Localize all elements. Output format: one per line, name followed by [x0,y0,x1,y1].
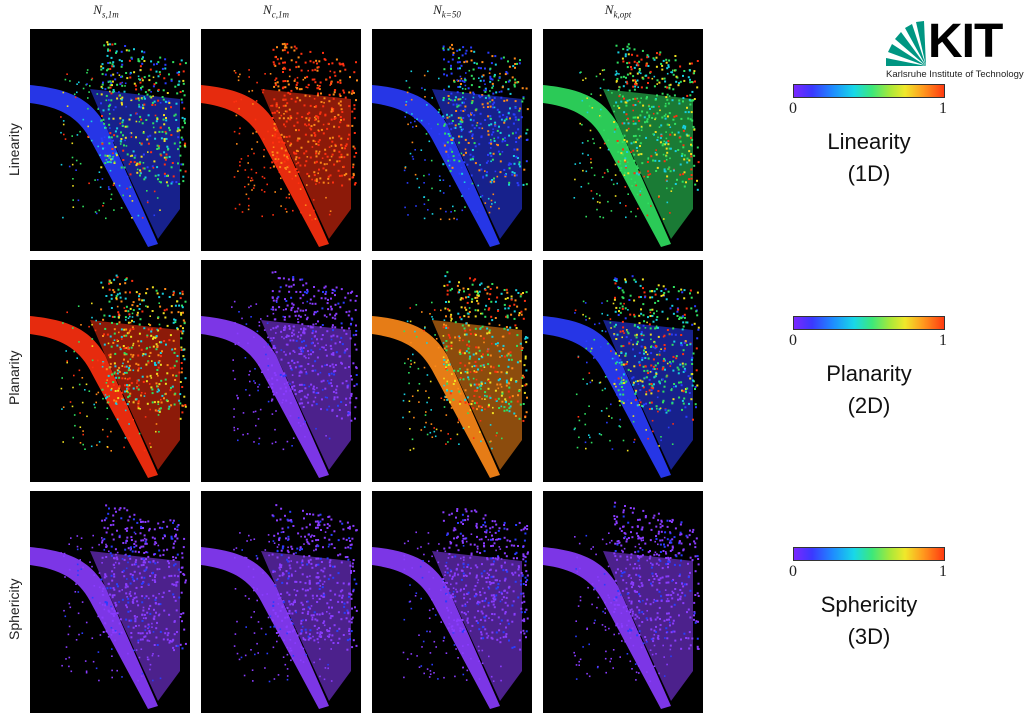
legend-dim: (1D) [847,161,891,186]
row-label-sphericity: Sphericity [6,578,22,640]
legend-title: Planarity [826,361,912,386]
column-header-1: Ns,1m [93,2,119,20]
point-cloud-panel [543,29,703,251]
point-cloud-panel [372,29,532,251]
colorbar-max: 1 [939,100,947,117]
legend-title: Linearity [827,129,911,154]
point-cloud-panel [201,29,361,251]
colorbar-min: 0 [789,100,797,117]
point-cloud-panel [543,260,703,482]
colorbar-max: 1 [939,563,947,580]
row-label-linearity: Linearity [6,123,22,176]
kit-logo: KIT Karlsruhe Institute of Technology [884,14,1024,82]
point-cloud-panel [30,260,190,482]
colorbar [793,547,945,561]
kit-fan-icon [886,21,926,66]
legend-title: Sphericity [820,592,918,617]
column-header-4: Nk,opt [604,2,632,20]
colorbar [793,84,945,98]
legend-dim: (3D) [847,624,891,649]
colorbar-min: 0 [789,563,797,580]
point-cloud-panel [372,491,532,713]
point-cloud-panel [543,491,703,713]
colorbar-max: 1 [939,332,947,349]
colorbar-min: 0 [789,332,797,349]
row-label-planarity: Planarity [6,350,22,405]
colorbar [793,316,945,330]
point-cloud-panel [30,29,190,251]
point-cloud-panel [30,491,190,713]
point-cloud-panel [201,260,361,482]
column-header-2: Nc,1m [263,2,289,20]
point-cloud-panel [372,260,532,482]
legend-dim: (2D) [847,393,891,418]
column-header-3: Nk=50 [433,2,461,20]
point-cloud-panel [201,491,361,713]
logo-subtitle: Karlsruhe Institute of Technology [886,69,1024,80]
logo-text: KIT [928,15,1003,68]
